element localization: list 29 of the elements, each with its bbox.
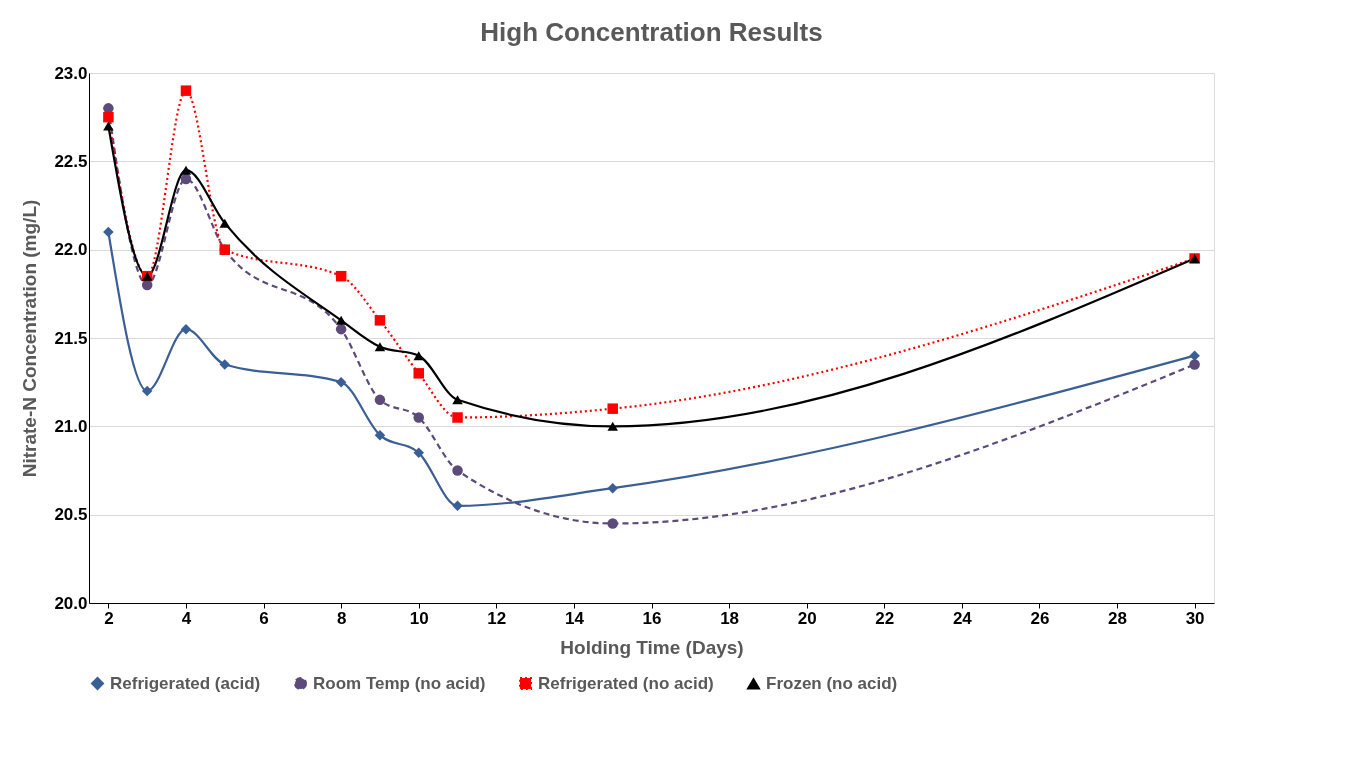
chart-title: High Concentration Results [480,17,823,47]
x-tick-label: 2 [104,608,114,628]
x-axis-title: Holding Time (Days) [560,636,744,658]
x-tick-label: 18 [720,608,740,628]
y-tick-label: 20.0 [54,593,88,613]
x-tick-label: 14 [564,608,585,628]
legend-label: Refrigerated (no acid) [538,673,714,693]
legend-label: Room Temp (no acid) [313,673,486,693]
x-tick-label: 12 [487,608,507,628]
x-tick-label: 30 [1185,608,1205,628]
y-tick-label: 20.5 [54,505,88,525]
y-axis-title: Nitrate-N Concentration (mg/L) [19,199,41,478]
y-tick-label: 21.5 [54,328,88,348]
x-tick-label: 16 [642,608,662,628]
x-tick-label: 20 [797,608,817,628]
y-tick-label: 22.5 [54,151,88,171]
x-tick-label: 6 [259,608,269,628]
x-tick-label: 26 [1030,608,1050,628]
legend-label: Frozen (no acid) [766,673,898,693]
x-tick-label: 8 [336,608,347,628]
x-tick-label: 10 [409,608,429,628]
y-tick-label: 22.0 [54,240,88,260]
x-tick-label: 4 [181,608,192,628]
x-tick-label: 28 [1108,608,1127,628]
y-tick-label: 21.0 [54,416,88,436]
legend-label: Refrigerated (acid) [110,673,261,693]
y-tick-label: 23.0 [54,63,88,83]
x-tick-label: 24 [952,608,973,628]
x-tick-label: 22 [875,608,895,628]
